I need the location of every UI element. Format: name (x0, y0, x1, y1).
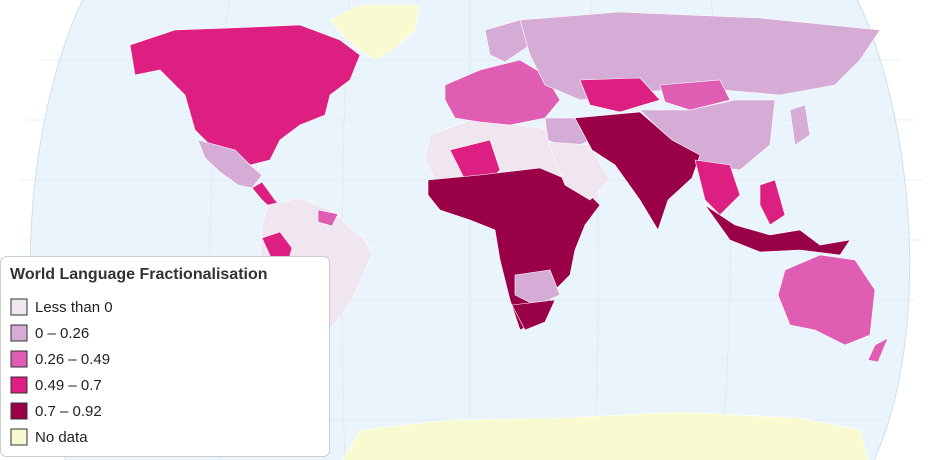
legend-swatch (10, 376, 28, 394)
southeast-asia (694, 159, 741, 216)
legend-swatch (10, 324, 28, 342)
legend-label: 0.26 – 0.49 (35, 351, 110, 368)
arabia (547, 141, 611, 201)
antarctica (342, 411, 869, 460)
legend-label: Less than 0 (35, 299, 113, 316)
north-america (129, 24, 361, 166)
legend-label: 0 – 0.26 (35, 325, 89, 342)
legend-swatch (10, 402, 28, 420)
legend-box (0, 256, 330, 457)
legend-label: No data (35, 429, 88, 446)
legend-swatch (10, 350, 28, 368)
japan (789, 104, 811, 146)
legend-label: 0.49 – 0.7 (35, 377, 102, 394)
south-asia (574, 111, 701, 231)
greenland (329, 4, 421, 61)
south-africa-north (514, 269, 561, 306)
legend-swatch (10, 428, 28, 446)
indonesia (704, 204, 851, 256)
mongolia (659, 79, 731, 111)
australia (777, 254, 876, 346)
venezuela (317, 209, 339, 227)
legend-title: World Language Fractionalisation (10, 266, 268, 283)
south-africa (511, 299, 556, 331)
scandinavia (484, 19, 531, 63)
legend-items: Less than 0 0 – 0.26 0.26 – 0.49 0.49 – 0.7… (10, 298, 113, 446)
new-zealand (867, 337, 889, 363)
legend-swatch (10, 298, 28, 316)
legend-label: 0.7 – 0.92 (35, 403, 102, 420)
russia (519, 11, 881, 101)
land-masses (129, 4, 889, 460)
legend: World Language Fractionalisation Less th… (0, 256, 330, 457)
philippines (759, 179, 786, 226)
kazakhstan (579, 77, 661, 113)
